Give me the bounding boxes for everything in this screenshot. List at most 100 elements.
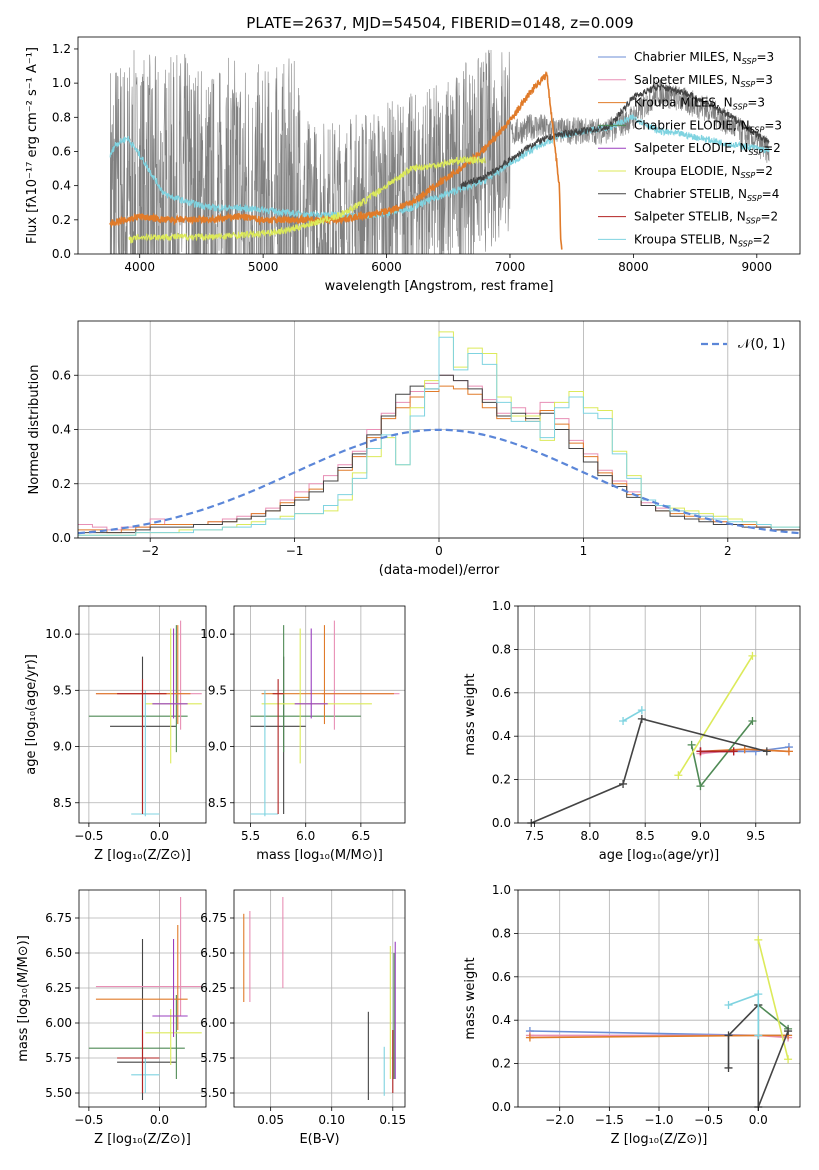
- residual-panel: −2 −1 0 1 2 0.0 0.2 0.4 0.6 (data-model)/error Nor…: [27, 320, 801, 578]
- y-axis-label: mass weight: [463, 673, 478, 755]
- x-tick-label: 8.5: [636, 829, 655, 843]
- y-tick-label: 9.0: [208, 740, 227, 754]
- data-point-marker: [619, 779, 628, 788]
- data-point-marker: [525, 1033, 534, 1042]
- y-tick-label: 6.75: [45, 911, 72, 925]
- data-point-marker: [784, 1027, 793, 1036]
- y-tick-label: 9.5: [208, 683, 227, 697]
- legend-entry: Chabrier STELIB, NSSP=4: [634, 187, 779, 203]
- x-tick-label: 7.5: [525, 829, 544, 843]
- data-point-marker: [724, 1063, 733, 1072]
- x-axis-label: E(B-V): [299, 1132, 339, 1147]
- data-point-marker: [748, 717, 757, 726]
- y-tick-label: 1.2: [52, 42, 71, 56]
- y-tick-label: 8.5: [53, 796, 72, 810]
- histogram-step: [78, 331, 800, 536]
- mass-weight-vs-Z-panel: −2.0 −1.5 −1.0 −0.5 0.0 0.0 0.2 0.4 0.6 0.8 1.0 Z […: [463, 883, 801, 1147]
- model-spectrum-line: [128, 155, 486, 244]
- y-tick-label: 10.0: [200, 627, 227, 641]
- y-tick-label: 0.4: [52, 179, 71, 193]
- y-tick-label: 0.2: [492, 1057, 511, 1071]
- spectrum-plot: [109, 49, 770, 254]
- y-tick-label: 0.6: [492, 970, 511, 984]
- data-point-marker: [754, 990, 763, 999]
- x-tick-label: −2.0: [545, 1113, 574, 1127]
- x-tick-label: 0: [435, 544, 443, 558]
- mass-weight-line: [622, 709, 643, 722]
- mass-weight-line: [677, 655, 754, 776]
- y-tick-label: 0.0: [52, 531, 71, 545]
- mass-weight-line: [757, 939, 789, 1060]
- y-tick-label: 5.75: [200, 1051, 227, 1065]
- data-point-marker: [784, 747, 793, 756]
- y-tick-label: 6.50: [45, 946, 72, 960]
- x-axis-label: (data-model)/error: [379, 563, 500, 578]
- data-point-marker: [748, 651, 757, 660]
- y-tick-label: 0.8: [492, 926, 511, 940]
- x-axis-label: wavelength [Angstrom, rest frame]: [325, 279, 554, 294]
- y-tick-label: 5.50: [200, 1086, 227, 1100]
- x-tick-label: −1.5: [595, 1113, 624, 1127]
- y-tick-label: 0.2: [52, 477, 71, 491]
- legend-entry: Chabrier ELODIE, NSSP=3: [634, 118, 782, 134]
- legend-entry: Chabrier MILES, NSSP=3: [634, 50, 774, 66]
- axes-frame: [233, 605, 406, 824]
- axes-frame: [233, 889, 406, 1108]
- mass-vs-ebv-panel: 0.05 0.10 0.15 5.50 5.75 6.00 6.25 6.50 6.75 E(B-…: [200, 889, 406, 1147]
- data-point-marker: [637, 706, 646, 715]
- data-point-marker: [729, 747, 738, 756]
- x-tick-label: 5.5: [241, 829, 260, 843]
- x-tick-label: −2: [141, 544, 159, 558]
- spectrum-panel: 4000 5000 6000 7000 8000 9000 0.0 0.2 0.4 0.6 0.8 1…: [25, 36, 801, 294]
- data-point-marker: [696, 747, 705, 756]
- y-tick-label: 6.25: [45, 981, 72, 995]
- x-tick-label: 0.0: [749, 1113, 768, 1127]
- x-tick-label: 9.0: [691, 829, 710, 843]
- legend-entry: Kroupa MILES, NSSP=3: [634, 96, 765, 112]
- y-tick-label: 0.0: [492, 1100, 511, 1114]
- y-tick-label: 6.00: [45, 1016, 72, 1030]
- y-tick-label: 0.2: [492, 773, 511, 787]
- legend-entry: Salpeter ELODIE, NSSP=2: [634, 141, 781, 157]
- mass-weight-line: [757, 1004, 789, 1030]
- y-tick-label: 0.6: [52, 368, 71, 382]
- y-tick-label: 0.4: [492, 1013, 511, 1027]
- x-tick-label: −0.5: [74, 1113, 103, 1127]
- y-tick-label: 0.0: [492, 816, 511, 830]
- x-tick-label: 9.5: [746, 829, 765, 843]
- y-tick-label: 0.6: [492, 686, 511, 700]
- x-axis-label: Z [log₁₀(Z/Z⊙)]: [94, 1132, 191, 1147]
- y-tick-label: 0.0: [52, 247, 71, 261]
- data-point-marker: [724, 1001, 733, 1010]
- y-tick-label: 0.8: [52, 110, 71, 124]
- model-spectrum-line: [109, 113, 770, 220]
- gaussian-curve: [78, 428, 800, 535]
- data-point-marker: [762, 747, 771, 756]
- x-axis-label: Z [log₁₀(Z/Z⊙)]: [94, 848, 191, 863]
- axes-frame: [77, 36, 801, 255]
- x-tick-label: −0.5: [74, 829, 103, 843]
- x-tick-label: 5000: [248, 260, 279, 274]
- x-tick-label: −1.0: [644, 1113, 673, 1127]
- y-tick-label: 9.5: [53, 683, 72, 697]
- x-tick-label: −0.5: [694, 1113, 723, 1127]
- legend-entry: Kroupa ELODIE, NSSP=2: [634, 164, 773, 180]
- data-point-marker: [674, 771, 683, 780]
- mass-vs-Z-panel: −0.5 0.0 5.50 5.75 6.00 6.25 6.50 6.75 Z [log₁₀(…: [16, 889, 207, 1147]
- x-tick-label: 8.0: [580, 829, 599, 843]
- y-axis-label: Flux [fλ10⁻¹⁷ erg cm⁻² s⁻¹ A⁻¹]: [25, 47, 40, 244]
- y-tick-label: 6.00: [200, 1016, 227, 1030]
- data-point-marker: [637, 714, 646, 723]
- y-tick-label: 0.4: [492, 729, 511, 743]
- data-point-marker: [740, 745, 749, 754]
- data-point-marker: [754, 1031, 763, 1040]
- x-tick-label: −1: [286, 544, 304, 558]
- x-axis-label: mass [log₁₀(M/M⊙)]: [256, 848, 383, 863]
- x-tick-label: 6000: [371, 260, 402, 274]
- y-tick-label: 1.0: [52, 76, 71, 90]
- y-axis-label: mass weight: [463, 957, 478, 1039]
- axes-frame: [517, 605, 801, 824]
- x-tick-label: 0.05: [257, 1113, 284, 1127]
- y-tick-label: 8.5: [208, 796, 227, 810]
